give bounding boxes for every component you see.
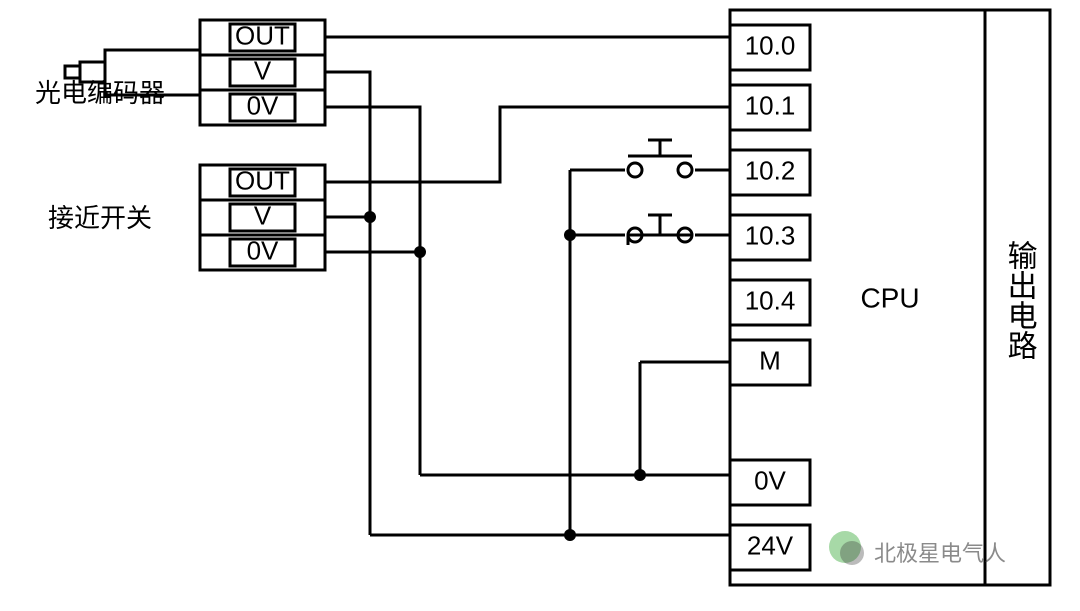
cpu-pin-label-24V: 24V bbox=[747, 530, 794, 560]
cpu-pin-label-10.4: 10.4 bbox=[745, 285, 796, 315]
cpu-pin-label-10.3: 10.3 bbox=[745, 220, 796, 250]
junction-dot bbox=[564, 229, 576, 241]
encoder-label-V: V bbox=[254, 55, 272, 85]
encoder-label-OUT: OUT bbox=[235, 20, 290, 50]
junction-dot bbox=[414, 246, 426, 258]
junction-dot bbox=[634, 469, 646, 481]
wiring-diagram: OUT V 0V 光电编码器 OUT V 0V 接近开关 10.0 10.1 10.2 10.3 10.… bbox=[0, 0, 1080, 611]
cpu-pin-label-10.0: 10.0 bbox=[745, 30, 796, 60]
cpu-pin-label-M: M bbox=[759, 345, 781, 375]
prox-label-V: V bbox=[254, 200, 272, 230]
cpu-pin-label-10.1: 10.1 bbox=[745, 90, 796, 120]
encoder-title: 光电编码器 bbox=[35, 78, 165, 108]
output-circuit-label: 输出电路 bbox=[1003, 240, 1037, 360]
encoder-label-0V: 0V bbox=[247, 90, 279, 120]
cpu-pin-label-0V: 0V bbox=[754, 465, 786, 495]
cpu-label: CPU bbox=[860, 282, 919, 313]
prox-label-0V: 0V bbox=[247, 235, 279, 265]
prox-label-OUT: OUT bbox=[235, 165, 290, 195]
junction-dot bbox=[364, 211, 376, 223]
prox-title: 接近开关 bbox=[48, 203, 152, 233]
watermark-text: 北极星电气人 bbox=[874, 541, 1006, 566]
cpu-pin-label-10.2: 10.2 bbox=[745, 155, 796, 185]
junction-dot bbox=[564, 529, 576, 541]
